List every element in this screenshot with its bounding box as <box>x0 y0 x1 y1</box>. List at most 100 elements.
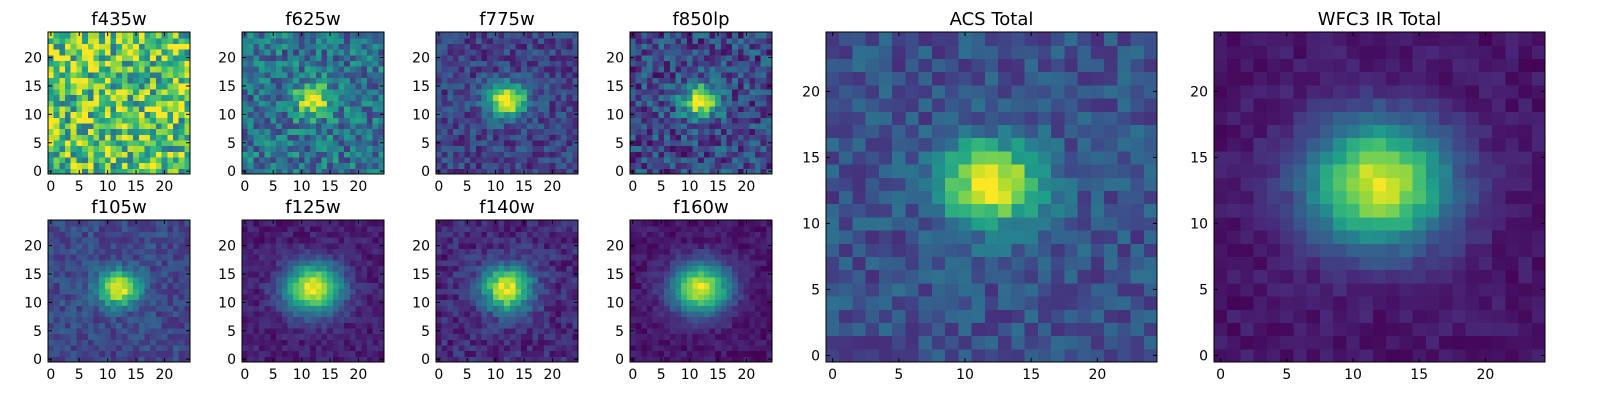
heatmap-cell <box>116 128 123 135</box>
heatmap-cell <box>543 333 551 340</box>
heatmap-cell <box>59 344 66 352</box>
heatmap-cell <box>549 37 556 44</box>
heatmap-cell <box>754 60 762 67</box>
heatmap-cell <box>304 162 311 169</box>
heatmap-cell <box>276 282 283 289</box>
heatmap-cell <box>378 248 385 255</box>
heatmap-cell <box>458 350 465 357</box>
heatmap-cell <box>715 350 722 357</box>
heatmap-cell <box>760 37 767 44</box>
heatmap-cell <box>172 322 180 329</box>
heatmap-cell <box>515 83 522 90</box>
x-tick-label: 5 <box>463 179 472 195</box>
heatmap-cell <box>543 77 551 84</box>
heatmap-cell <box>555 37 562 44</box>
heatmap-cell <box>70 231 77 238</box>
heatmap-cell <box>732 111 739 118</box>
heatmap-cell <box>703 49 711 56</box>
heatmap-cell <box>167 168 174 175</box>
heatmap-cell <box>754 276 762 284</box>
heatmap-cell <box>726 156 733 164</box>
heatmap-cell <box>743 111 750 118</box>
heatmap-cell <box>344 54 351 61</box>
heatmap-cell <box>498 111 505 118</box>
heatmap-cell <box>475 100 483 107</box>
heatmap-cell <box>641 94 648 101</box>
heatmap-cell <box>172 310 180 318</box>
heatmap-cell <box>184 145 191 152</box>
heatmap-cell <box>53 316 60 323</box>
heatmap-cell <box>82 282 89 289</box>
heatmap-cell <box>487 117 494 124</box>
heatmap-cell <box>475 156 483 164</box>
heatmap-cell <box>509 168 517 175</box>
heatmap-cell <box>732 100 739 107</box>
heatmap-cell <box>361 310 368 318</box>
heatmap-cell <box>669 105 677 113</box>
heatmap-cell <box>242 134 249 141</box>
heatmap-cell <box>287 37 294 44</box>
heatmap-cell <box>155 316 163 323</box>
heatmap-cells <box>242 220 385 363</box>
heatmap-cell <box>281 156 289 164</box>
heatmap-cell <box>720 310 728 318</box>
y-tick-label: 0 <box>33 352 42 368</box>
heatmap-cell <box>293 271 300 278</box>
heatmap-cell <box>121 316 129 323</box>
heatmap-cell <box>658 60 665 67</box>
heatmap-cell <box>338 54 345 61</box>
heatmap-cell <box>726 122 733 130</box>
heatmap-cell <box>133 339 140 346</box>
heatmap-cell <box>566 288 573 295</box>
heatmap-cell <box>652 54 659 61</box>
heatmap-cell <box>59 151 66 158</box>
heatmap-cell <box>150 134 157 141</box>
heatmap-cell <box>509 49 517 56</box>
heatmap-cell <box>749 139 756 147</box>
heatmap-cell <box>726 305 733 312</box>
heatmap-cell <box>87 37 95 44</box>
heatmap-cell <box>338 134 345 141</box>
heatmap-cell <box>242 265 249 272</box>
heatmap-cell <box>104 49 112 56</box>
heatmap-cell <box>538 225 545 232</box>
heatmap-cell <box>635 151 642 158</box>
heatmap-cells <box>436 32 579 175</box>
heatmap-cell <box>737 88 745 96</box>
heatmap-cell <box>737 105 745 113</box>
heatmap-cell <box>692 356 699 363</box>
heatmap-cell <box>549 299 556 306</box>
heatmap-cell <box>161 37 168 44</box>
heatmap-cell <box>675 139 682 147</box>
heatmap-cell <box>87 117 95 124</box>
heatmap-cell <box>178 356 185 363</box>
heatmap-cell <box>658 316 665 323</box>
heatmap-cell <box>121 271 129 278</box>
heatmap-cell <box>259 242 266 249</box>
heatmap-cell <box>178 310 185 318</box>
heatmap-cell <box>361 327 368 335</box>
heatmap-cell <box>658 322 665 329</box>
heatmap-cell <box>304 145 311 152</box>
heatmap-cell <box>470 43 477 50</box>
heatmap-cell <box>172 128 180 135</box>
heatmap-cell <box>87 322 95 329</box>
heatmap-cell <box>259 100 266 107</box>
heatmap-cell <box>99 276 106 284</box>
heatmap-cell <box>754 32 762 39</box>
heatmap-cell <box>726 111 733 118</box>
heatmap-cell <box>276 162 283 169</box>
heatmap-cell <box>315 225 323 232</box>
heatmap-cell <box>453 94 460 101</box>
heatmap-cell <box>720 162 728 169</box>
heatmap-cell <box>53 122 60 130</box>
heatmap-cell <box>475 237 483 244</box>
heatmap-cell <box>259 254 266 261</box>
heatmap-cell <box>572 293 579 301</box>
heatmap-cell <box>76 293 83 301</box>
heatmap-cell <box>110 37 117 44</box>
heatmap-cell <box>155 168 163 175</box>
heatmap-cell <box>253 305 260 312</box>
heatmap-cell <box>167 37 174 44</box>
heatmap-cell <box>709 134 716 141</box>
